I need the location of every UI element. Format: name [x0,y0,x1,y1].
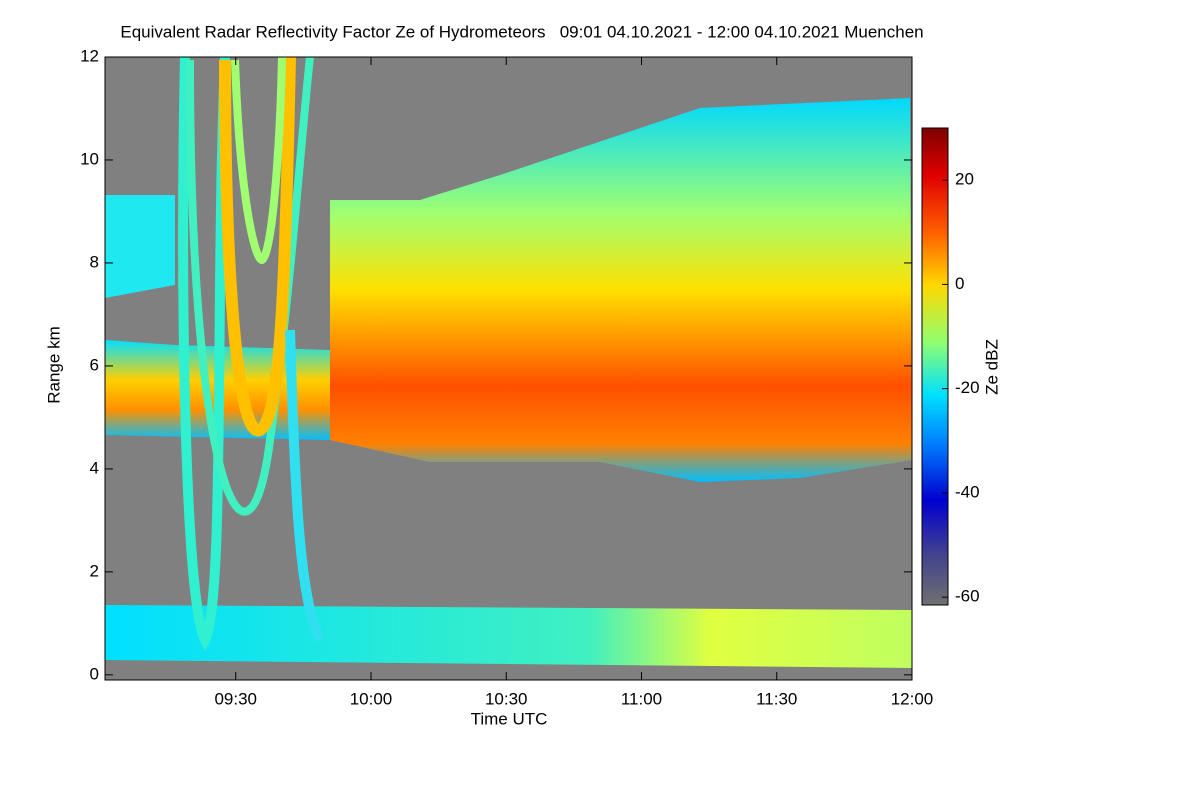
y-tick-label: 12 [80,46,99,65]
y-tick-label: 10 [80,149,99,168]
x-tick-label: 10:00 [350,689,393,708]
x-tick-label: 11:30 [756,689,797,708]
colorbar-tick-label: -60 [955,587,980,606]
y-tick-label: 0 [90,664,99,683]
clutter-arc [219,57,296,437]
clutter-arc [285,329,325,643]
y-tick-label: 4 [90,458,99,477]
colorbar-label: Ze dBZ [982,339,1001,395]
x-tick-label: 09:30 [214,689,257,708]
clutter-arc [178,57,230,652]
plot-frame [104,56,913,681]
cloud-echo [105,195,175,298]
x-tick-label: 10:30 [485,689,528,708]
y-axis-label: Range km [44,326,63,403]
x-axis-label: Time UTC [471,709,548,728]
chart-title: Equivalent Radar Reflectivity Factor Ze … [120,22,923,41]
clutter-arc [231,57,286,265]
colorbar-tick-label: -40 [955,482,980,501]
x-tick-label: 12:00 [891,689,934,708]
colorbar-tick-label: -20 [955,378,980,397]
y-tick-label: 2 [90,561,99,580]
cloud-echo [330,98,912,482]
echo [105,57,912,668]
y-tick-label: 8 [90,252,99,271]
colorbar-tick-label: 0 [955,274,964,293]
boundary-layer-echo [105,605,912,668]
clutter-arc [186,57,314,516]
colorbar-tick-label: 20 [955,170,974,189]
colorbar [921,127,949,606]
y-tick-label: 6 [90,355,99,374]
x-tick-label: 11:00 [621,689,662,708]
